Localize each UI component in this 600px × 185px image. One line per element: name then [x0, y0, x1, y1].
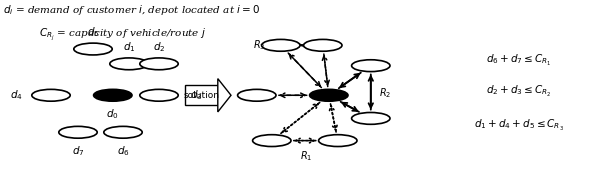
Text: $d_7$: $d_7$ — [72, 144, 84, 158]
Circle shape — [110, 58, 148, 70]
Circle shape — [32, 89, 70, 101]
Circle shape — [319, 135, 357, 147]
Text: $d_1 + d_4 + d_5 \leq C_{R_3}$: $d_1 + d_4 + d_5 \leq C_{R_3}$ — [474, 118, 564, 133]
Circle shape — [253, 135, 291, 147]
Circle shape — [104, 126, 142, 138]
Text: $R_2$: $R_2$ — [379, 86, 391, 100]
Text: $R_3$: $R_3$ — [253, 38, 265, 52]
Polygon shape — [185, 85, 218, 105]
Circle shape — [140, 58, 178, 70]
Text: $d_0$: $d_0$ — [106, 107, 119, 121]
Circle shape — [94, 89, 132, 101]
Circle shape — [238, 89, 276, 101]
Text: $d_1$: $d_1$ — [123, 40, 135, 54]
Text: $d_4$: $d_4$ — [10, 88, 23, 102]
Circle shape — [352, 112, 390, 124]
Text: $d_5$: $d_5$ — [87, 26, 99, 39]
Circle shape — [59, 126, 97, 138]
Text: $R_1$: $R_1$ — [300, 149, 312, 163]
Text: $d_6$: $d_6$ — [116, 144, 130, 158]
Circle shape — [352, 60, 390, 72]
Circle shape — [310, 89, 348, 101]
Circle shape — [304, 39, 342, 51]
Text: $d_6 + d_7 \leq C_{R_1}$: $d_6 + d_7 \leq C_{R_1}$ — [486, 53, 552, 68]
Text: $d_i$ = demand of customer $i$, depot located at $i = 0$: $d_i$ = demand of customer $i$, depot lo… — [3, 3, 260, 17]
Polygon shape — [218, 79, 231, 112]
Text: $C_{R_j}$ = capacity of vehicle/route $j$: $C_{R_j}$ = capacity of vehicle/route $j… — [39, 27, 206, 43]
Text: $d_2 + d_3 \leq C_{R_2}$: $d_2 + d_3 \leq C_{R_2}$ — [486, 84, 552, 99]
Text: solution: solution — [184, 91, 220, 100]
Circle shape — [74, 43, 112, 55]
Circle shape — [262, 39, 300, 51]
Text: $d_3$: $d_3$ — [190, 88, 203, 102]
Text: $d_2$: $d_2$ — [153, 40, 165, 54]
Circle shape — [140, 89, 178, 101]
